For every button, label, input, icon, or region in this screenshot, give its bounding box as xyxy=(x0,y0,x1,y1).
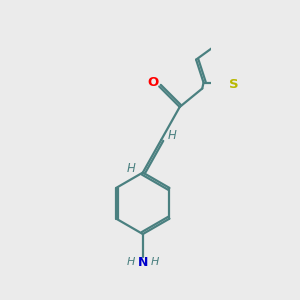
Text: H: H xyxy=(127,257,135,267)
Text: N: N xyxy=(138,256,148,269)
Text: H: H xyxy=(168,129,176,142)
Text: H: H xyxy=(127,162,136,175)
Text: O: O xyxy=(147,76,159,89)
Text: H: H xyxy=(150,257,159,267)
Text: S: S xyxy=(229,78,238,91)
